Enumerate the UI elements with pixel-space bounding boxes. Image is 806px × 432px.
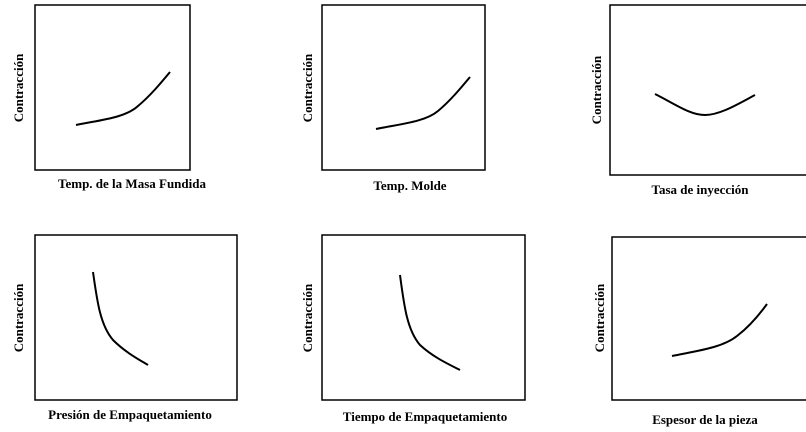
plot-frame xyxy=(611,236,806,401)
plot-frame xyxy=(609,4,806,176)
curve xyxy=(92,271,149,366)
x-axis-label: Temp. de la Masa Fundida xyxy=(58,176,206,191)
y-axis-label: Contracción xyxy=(300,283,315,352)
curve xyxy=(375,76,471,130)
plot-frame xyxy=(34,4,191,171)
x-axis-label: Presión de Empaquetamiento xyxy=(48,407,212,422)
curve xyxy=(654,93,756,117)
x-axis-label: Tiempo de Empaquetamiento xyxy=(343,409,507,424)
curve xyxy=(671,303,768,357)
y-axis-label: Contracción xyxy=(300,53,315,122)
x-axis-label: Temp. Molde xyxy=(373,178,446,193)
y-axis-label: Contracción xyxy=(589,55,604,124)
plot-frame xyxy=(34,234,238,401)
y-axis-label: Contracción xyxy=(592,283,607,352)
curve xyxy=(75,71,171,126)
y-axis-label: Contracción xyxy=(11,283,26,352)
plot-frame xyxy=(321,234,526,401)
x-axis-label: Espesor de la pieza xyxy=(652,412,758,427)
plot-frame xyxy=(321,4,486,171)
x-axis-label: Tasa de inyección xyxy=(651,182,749,197)
y-axis-label: Contracción xyxy=(11,53,26,122)
curve xyxy=(399,274,461,371)
